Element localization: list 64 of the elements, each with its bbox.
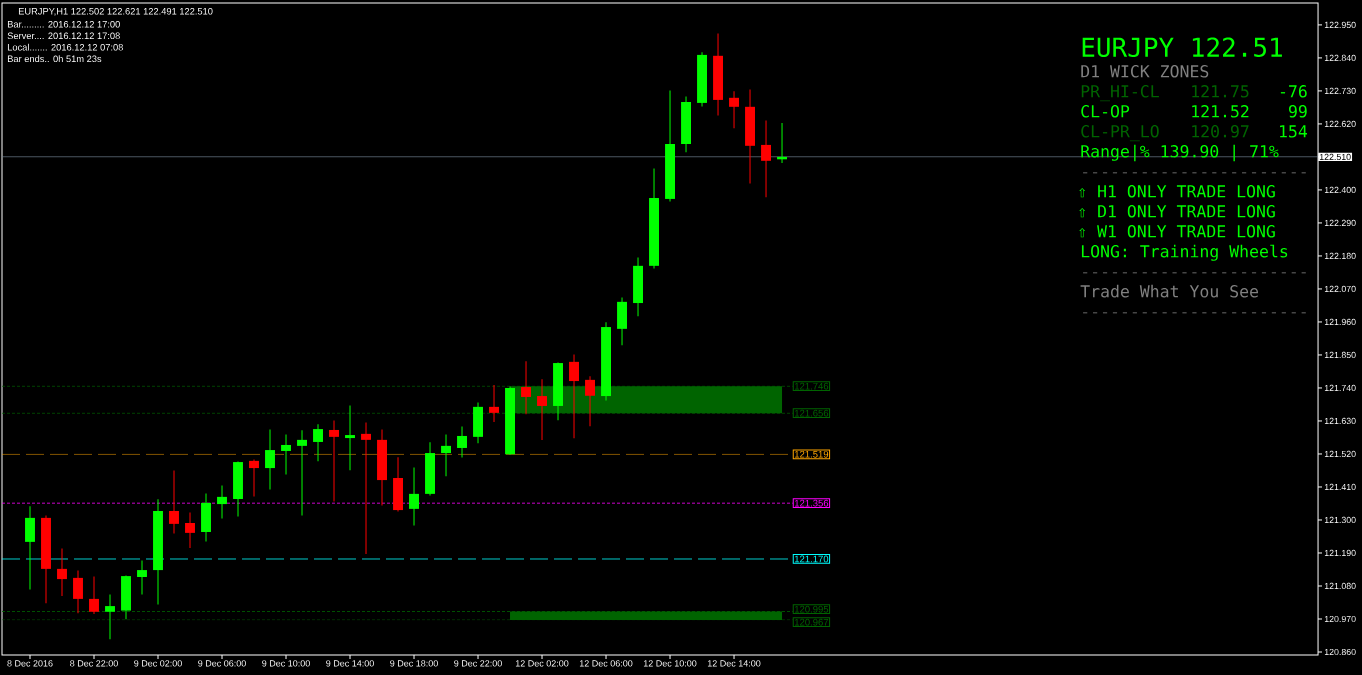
ref-line-label: 121.746: [794, 382, 829, 390]
annotation: D1 WICK ZONES: [1081, 65, 1209, 78]
annotation: ⇧ D1 ONLY TRADE LONG: [1079, 205, 1275, 218]
x-tick-label: 9 Dec 10:00: [262, 660, 310, 667]
annotation: -76: [1280, 85, 1307, 98]
y-tick-label: 120.860: [1324, 648, 1356, 656]
y-tick-label: 121.850: [1324, 351, 1356, 359]
annotation: Bar......... 2016.12.12 17:00: [7, 21, 120, 28]
y-tick-label: 121.740: [1324, 384, 1356, 392]
x-tick-label: 9 Dec 18:00: [390, 660, 438, 667]
ref-line-label: 120.967: [794, 618, 829, 626]
x-tick-label: 12 Dec 10:00: [643, 660, 697, 667]
x-tick-label: 8 Dec 22:00: [70, 660, 118, 667]
ref-line-label: 121.356: [794, 499, 829, 507]
annotation: CL-OP: [1081, 105, 1130, 118]
y-tick-label: 121.520: [1324, 450, 1356, 458]
x-tick-label: 9 Dec 22:00: [454, 660, 502, 667]
y-tick-label: 122.950: [1324, 21, 1356, 29]
ref-line-label: 121.170: [794, 555, 829, 563]
annotation: -----------------------: [1083, 312, 1306, 314]
annotation: -----------------------: [1083, 172, 1306, 174]
annotation: 154: [1279, 125, 1308, 138]
annotation: 120.97: [1192, 125, 1249, 138]
y-tick-label: 121.960: [1324, 318, 1356, 326]
x-tick-label: 8 Dec 2016: [7, 660, 53, 667]
ref-line-label: 121.656: [794, 409, 829, 417]
annotation: EURJPY 122.51: [1082, 37, 1282, 58]
annotation: Bar ends.. 0h 51m 23s: [7, 55, 102, 63]
y-tick-label: 121.190: [1324, 549, 1356, 557]
annotation: LONG: Training Wheels: [1081, 244, 1288, 261]
y-tick-label: 120.970: [1324, 615, 1356, 623]
x-tick-label: 12 Dec 14:00: [707, 660, 761, 667]
annotation: Server.... 2016.12.12 17:08: [7, 32, 120, 40]
x-tick-label: 12 Dec 02:00: [515, 660, 569, 667]
y-tick-label: 121.300: [1324, 516, 1356, 524]
y-tick-label: 122.840: [1324, 54, 1356, 62]
annotation: 121.52: [1192, 105, 1249, 118]
annotation: ⇧ H1 ONLY TRADE LONG: [1079, 185, 1275, 198]
annotation: ⇧ W1 ONLY TRADE LONG: [1079, 225, 1275, 238]
y-tick-label: 122.620: [1324, 120, 1356, 128]
annotation: Range|% 139.90 | 71%: [1081, 144, 1279, 162]
annotation: Trade What You See: [1080, 284, 1259, 298]
annotation: PR_HI-CL: [1081, 85, 1159, 102]
x-tick-label: 9 Dec 06:00: [198, 660, 246, 667]
x-tick-label: 9 Dec 14:00: [326, 660, 374, 667]
annotation: 99: [1288, 105, 1307, 118]
y-tick-label: 121.630: [1324, 417, 1356, 425]
annotation: CL-PR_LO: [1081, 125, 1159, 142]
y-tick-label: 122.180: [1324, 252, 1356, 260]
x-tick-label: 12 Dec 06:00: [579, 660, 633, 667]
annotation: -----------------------: [1083, 272, 1306, 274]
y-tick-label: 121.410: [1324, 483, 1356, 491]
chart-title: EURJPY,H1 122.502 122.621 122.491 122.510: [18, 8, 213, 16]
ref-line-label: 122.510: [1319, 153, 1351, 161]
annotation: Local....... 2016.12.12 07:08: [7, 43, 123, 51]
y-tick-label: 122.730: [1324, 87, 1356, 95]
y-tick-label: 121.080: [1324, 582, 1356, 590]
ref-line-label: 121.519: [794, 450, 829, 458]
x-tick-label: 9 Dec 02:00: [134, 660, 182, 667]
y-tick-label: 122.290: [1324, 219, 1356, 227]
y-tick-label: 122.400: [1324, 186, 1356, 194]
annotation: 121.75: [1192, 85, 1249, 98]
ref-line-label: 120.995: [794, 605, 829, 613]
y-tick-label: 122.070: [1324, 285, 1356, 293]
